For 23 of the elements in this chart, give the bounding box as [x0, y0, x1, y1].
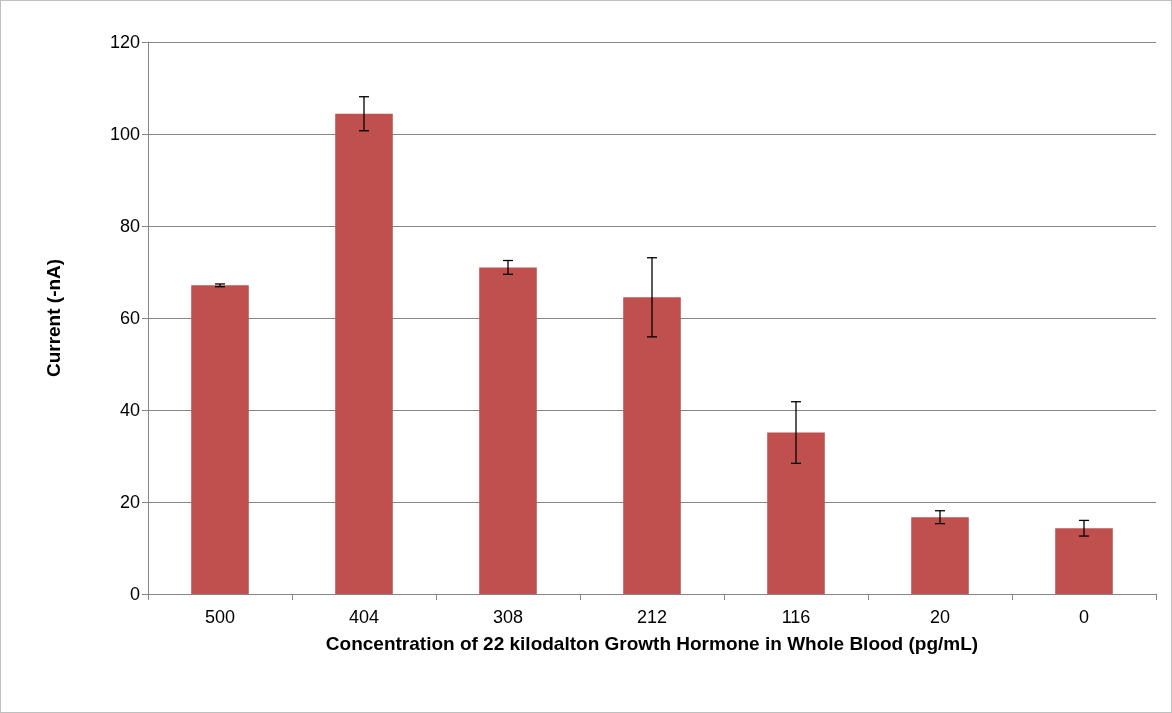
bar — [335, 113, 393, 594]
y-tick-label: 0 — [129, 584, 140, 604]
x-tick-label: 20 — [929, 607, 951, 627]
x-tick-label: 0 — [1078, 607, 1090, 627]
y-tick-label: 20 — [119, 492, 140, 512]
y-tick-label: 120 — [109, 32, 140, 52]
y-tick-label: 100 — [109, 124, 140, 144]
x-axis-title: Concentration of 22 kilodalton Growth Hormone in Whole Blood (pg/mL) — [325, 633, 979, 654]
x-tick-label: 308 — [492, 607, 524, 627]
y-axis-title: Current (-nA) — [43, 258, 64, 378]
y-tick-label: 60 — [119, 308, 140, 328]
bar — [767, 432, 825, 594]
x-tick-label: 116 — [781, 607, 811, 627]
bar — [911, 517, 969, 594]
bar — [623, 297, 681, 594]
bar — [1055, 528, 1113, 594]
y-tick-label: 40 — [119, 400, 140, 420]
x-tick-label: 500 — [204, 607, 236, 627]
x-tick-label: 404 — [348, 607, 380, 627]
x-tick-label: 212 — [636, 607, 668, 627]
y-tick-label: 80 — [119, 216, 140, 236]
bar — [479, 267, 537, 594]
bar — [191, 285, 249, 594]
